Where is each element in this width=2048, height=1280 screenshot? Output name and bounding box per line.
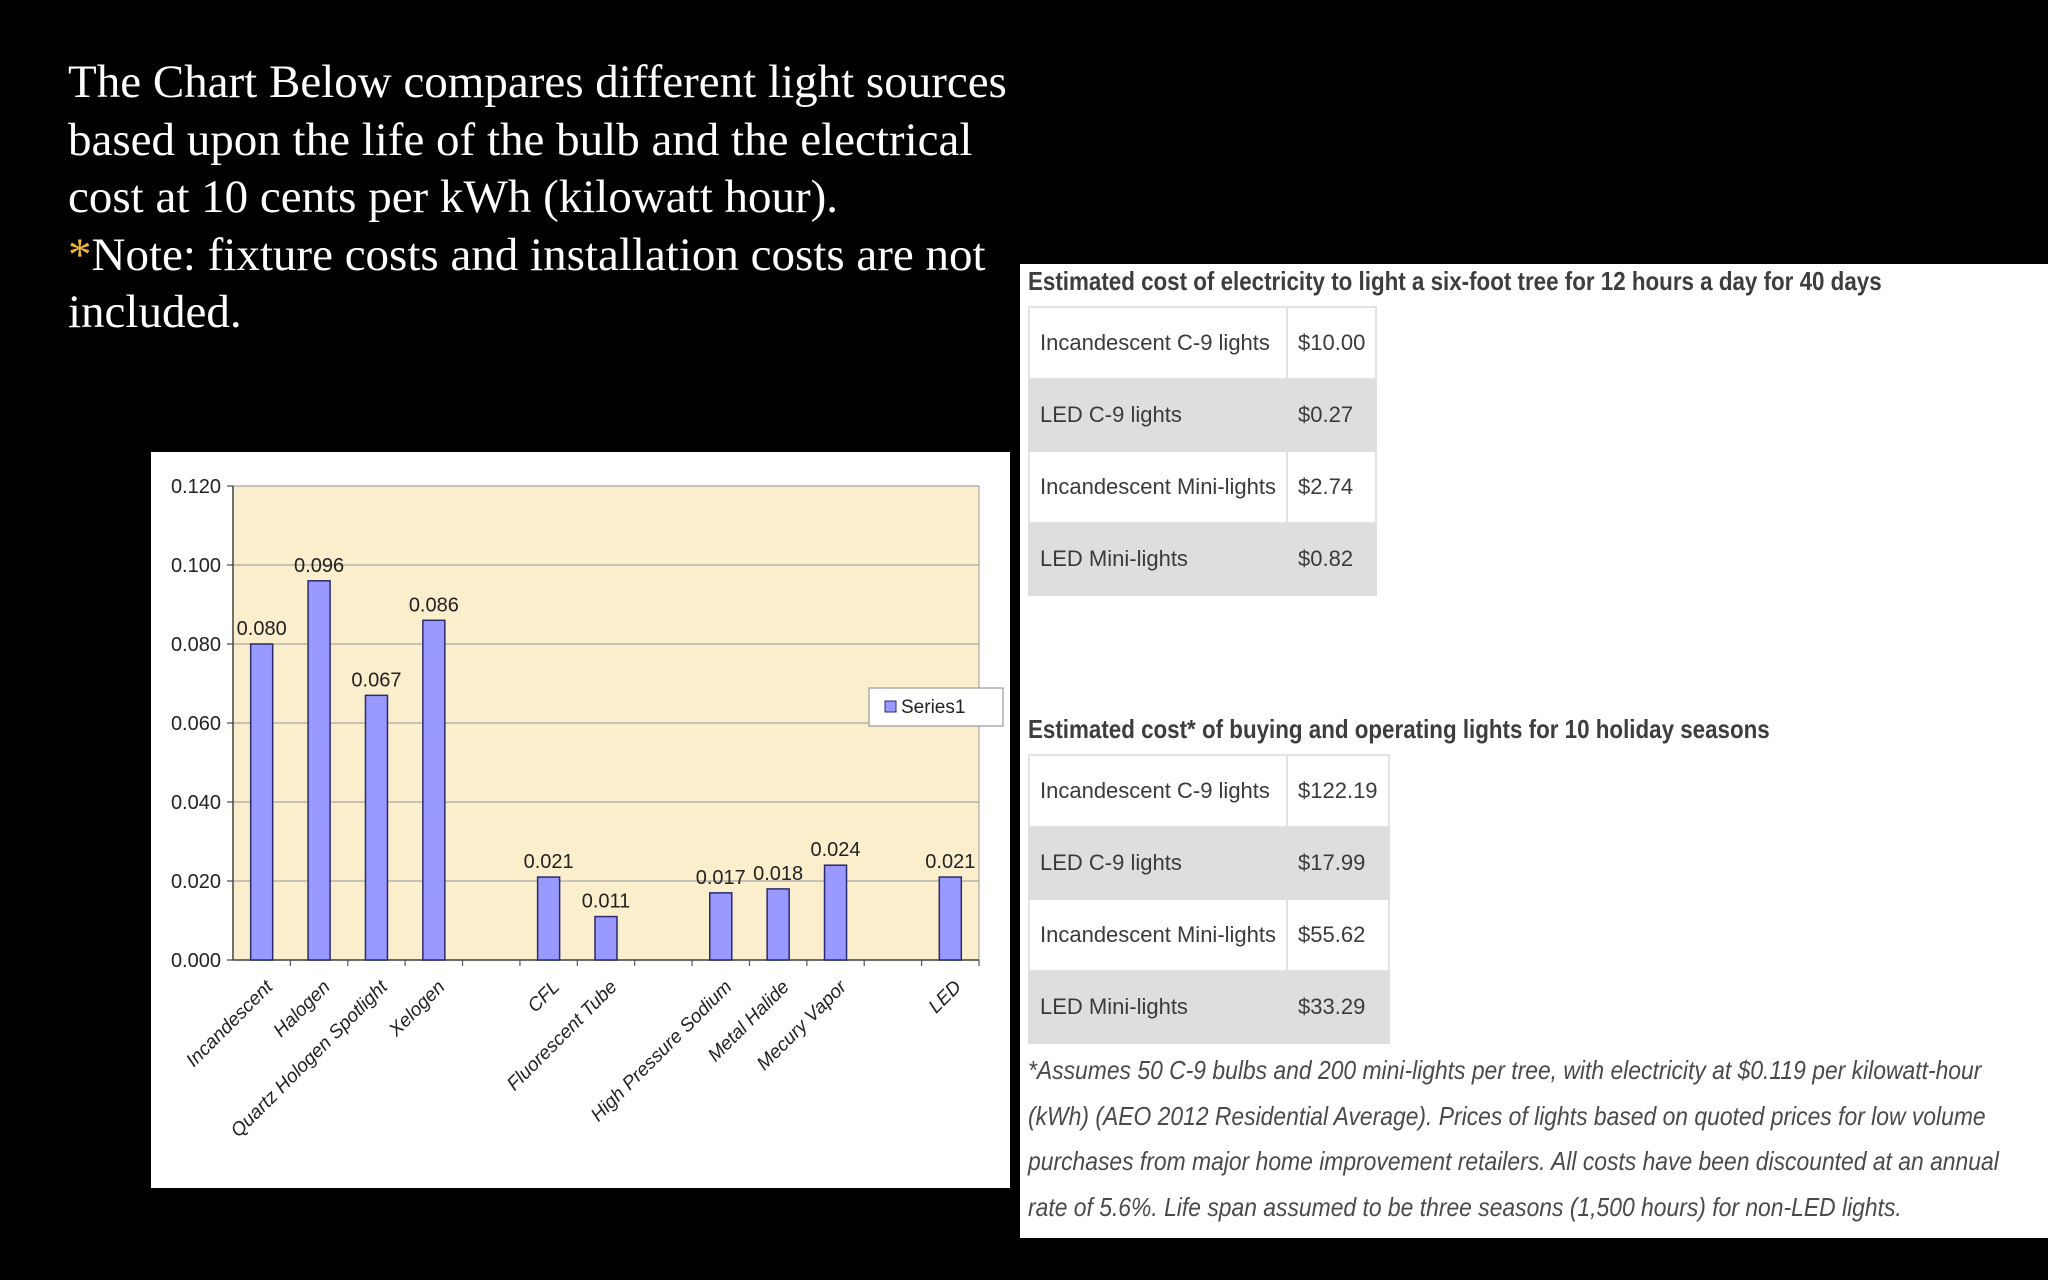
intro-text: The Chart Below compares different light… bbox=[68, 54, 1048, 342]
footnote: *Assumes 50 C-9 bulbs and 200 mini-light… bbox=[1028, 1055, 1999, 1222]
bar-chart-panel: 0.000 0.020 0.040 0.060 0.080 0.100 0.120 0.080… bbox=[151, 452, 1010, 1188]
table-row: LED C-9 lights $17.99 bbox=[1027, 826, 1390, 900]
row-name: Incandescent C-9 lights bbox=[1027, 754, 1289, 828]
y-tick-label: 0.000 bbox=[171, 950, 221, 972]
bar bbox=[536, 876, 561, 961]
row-value: $33.29 bbox=[1286, 970, 1390, 1044]
x-tick-label: Xelogen bbox=[385, 977, 450, 1042]
intro-description: The Chart Below compares different light… bbox=[68, 56, 1007, 223]
row-value: $2.74 bbox=[1286, 450, 1378, 524]
bar-chart: 0.000 0.020 0.040 0.060 0.080 0.100 0.120 0.080… bbox=[171, 476, 1004, 1142]
row-name: Incandescent Mini-lights bbox=[1027, 450, 1289, 524]
y-tick-label: 0.060 bbox=[171, 713, 221, 735]
data-label: 0.018 bbox=[753, 863, 803, 885]
data-label: 0.086 bbox=[409, 594, 459, 616]
row-name: Incandescent Mini-lights bbox=[1027, 898, 1289, 972]
bar bbox=[766, 888, 790, 961]
cost-tables-panel: Estimated cost of electricity to light a… bbox=[1020, 264, 2048, 1238]
table-row: LED Mini-lights $0.82 bbox=[1027, 522, 1378, 596]
bar bbox=[422, 619, 446, 961]
bar bbox=[938, 876, 963, 961]
bar bbox=[364, 694, 389, 961]
table-row: Incandescent Mini-lights $2.74 bbox=[1027, 450, 1378, 524]
row-name: LED Mini-lights bbox=[1027, 970, 1289, 1044]
data-label: 0.080 bbox=[237, 618, 287, 640]
table-row: Incandescent C-9 lights $122.19 bbox=[1027, 754, 1390, 828]
data-label: 0.021 bbox=[925, 851, 975, 873]
x-tick-label: CFL bbox=[524, 977, 564, 1017]
note-text: Note: fixture costs and installation cos… bbox=[68, 228, 986, 339]
y-tick-label: 0.020 bbox=[171, 871, 221, 893]
intro-note: *Note: fixture costs and installation co… bbox=[68, 227, 1048, 342]
data-label: 0.011 bbox=[582, 891, 631, 913]
table1-title: Estimated cost of electricity to light a… bbox=[1028, 266, 1882, 296]
table-row: LED Mini-lights $33.29 bbox=[1027, 970, 1390, 1044]
bar bbox=[307, 580, 331, 961]
legend-swatch bbox=[884, 700, 897, 713]
legend bbox=[868, 687, 1004, 727]
bar bbox=[249, 643, 274, 961]
y-tick-label: 0.120 bbox=[171, 476, 221, 498]
electricity-cost-table: Incandescent C-9 lights $10.00 LED C-9 li… bbox=[1027, 306, 1378, 596]
x-tick-label: Fluorescent Tube bbox=[503, 977, 621, 1095]
note-asterisk: * bbox=[68, 228, 92, 281]
y-tick-label: 0.080 bbox=[171, 634, 221, 656]
row-value: $0.27 bbox=[1286, 378, 1378, 452]
row-value: $17.99 bbox=[1286, 826, 1390, 900]
table-row: LED C-9 lights $0.27 bbox=[1027, 378, 1378, 452]
row-name: Incandescent C-9 lights bbox=[1027, 306, 1289, 380]
row-value: $0.82 bbox=[1286, 522, 1378, 596]
legend-label: Series1 bbox=[901, 697, 965, 718]
bar bbox=[709, 892, 733, 961]
row-value: $122.19 bbox=[1286, 754, 1390, 828]
data-label: 0.067 bbox=[351, 669, 401, 691]
table-row: Incandescent Mini-lights $55.62 bbox=[1027, 898, 1390, 972]
data-label: 0.021 bbox=[524, 851, 574, 873]
bar bbox=[594, 915, 618, 961]
table-row: Incandescent C-9 lights $10.00 bbox=[1027, 306, 1378, 380]
bar bbox=[823, 864, 848, 961]
row-name: LED Mini-lights bbox=[1027, 522, 1289, 596]
data-label: 0.096 bbox=[294, 555, 344, 577]
x-tick-label: Incandescent bbox=[182, 976, 277, 1071]
y-tick-label: 0.040 bbox=[171, 792, 221, 814]
row-value: $10.00 bbox=[1286, 306, 1378, 380]
data-label: 0.024 bbox=[811, 839, 861, 861]
seasons-cost-table: Incandescent C-9 lights $122.19 LED C-9 l… bbox=[1027, 754, 1390, 1044]
data-label: 0.017 bbox=[696, 867, 746, 889]
x-tick-label: LED bbox=[925, 976, 966, 1017]
row-name: LED C-9 lights bbox=[1027, 378, 1289, 452]
row-value: $55.62 bbox=[1286, 898, 1390, 972]
table2-title: Estimated cost* of buying and operating … bbox=[1028, 714, 1770, 744]
row-name: LED C-9 lights bbox=[1027, 826, 1289, 900]
y-tick-label: 0.100 bbox=[171, 555, 221, 577]
